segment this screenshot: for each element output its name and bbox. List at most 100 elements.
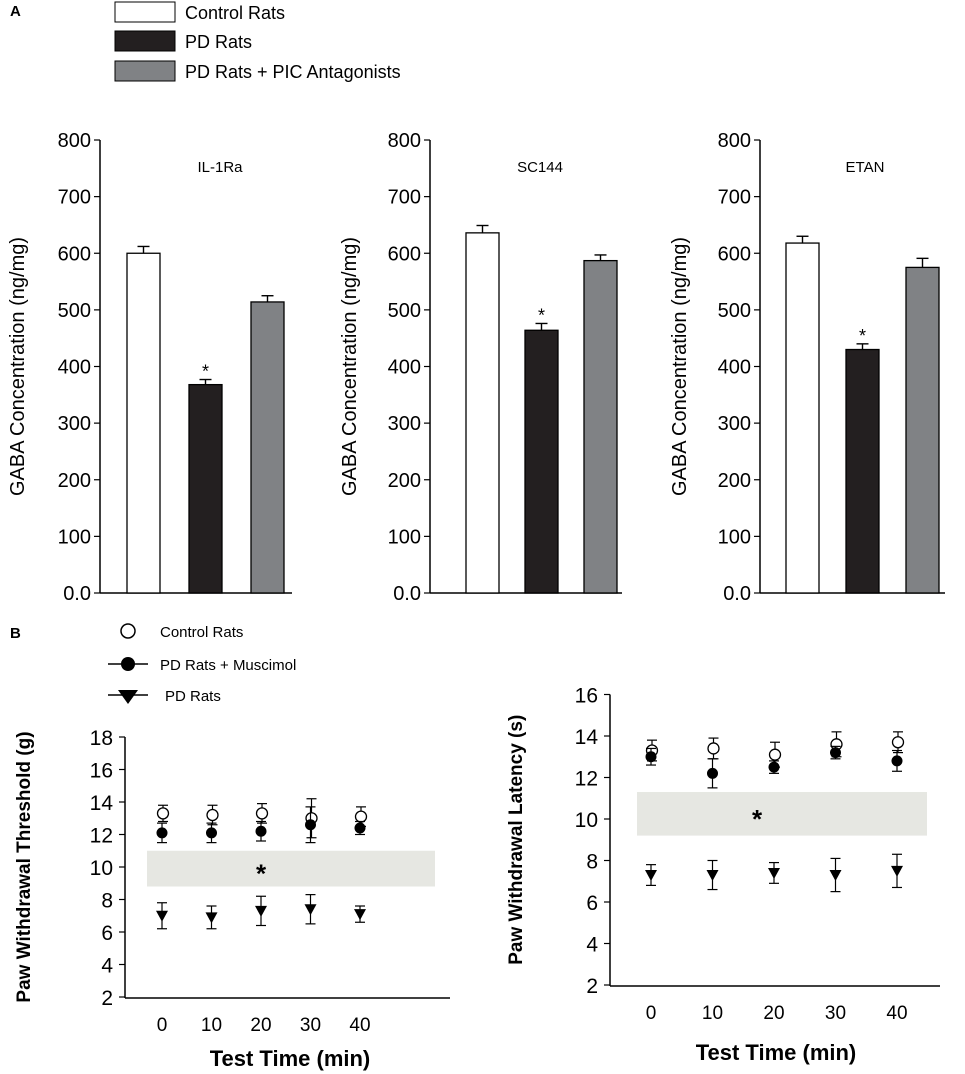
y-tick-label: 8 (101, 890, 113, 913)
chart-title: SC144 (517, 159, 563, 176)
y-tick-label: 500 (58, 300, 91, 322)
y-tick-label: 100 (718, 526, 751, 548)
y-tick-label: 800 (58, 130, 91, 152)
data-point-open-circle (768, 748, 782, 761)
data-point-filled-circle (830, 747, 841, 759)
legend-b-label-pd: PD Rats (165, 688, 221, 705)
bar (785, 242, 820, 594)
significance-band (147, 850, 435, 887)
legend-a: Control Rats PD Rats PD Rats + PIC Antag… (114, 1, 401, 82)
data-point-filled-circle (305, 819, 316, 831)
y-tick-label: 400 (718, 357, 751, 379)
y-axis-label: Paw Withdrawal Latency (s) (506, 715, 527, 965)
y-tick-label: 600 (388, 243, 421, 265)
y-tick-label: 700 (388, 187, 421, 209)
x-axis-label: Test Time (min) (210, 1046, 371, 1071)
legend-swatch-control (114, 1, 176, 23)
band-star: * (752, 804, 763, 834)
x-tick-label: 40 (349, 1015, 370, 1036)
data-point-triangle (156, 910, 168, 922)
y-tick-label: 200 (718, 470, 751, 492)
y-tick-label: 800 (718, 130, 751, 152)
data-point-triangle (829, 870, 842, 882)
y-tick-label: 14 (90, 792, 114, 815)
legend-label-pic: PD Rats + PIC Antagonists (185, 62, 401, 82)
bar-chart-2: 0.0 100 200 300 400 500 600 700 800 GABA Concentr… (669, 130, 945, 605)
significance-mark: * (202, 362, 209, 382)
data-point-triangle (304, 904, 317, 916)
y-axis-label: GABA Concentration (ng/mg) (669, 237, 691, 496)
y-tick-label: 500 (718, 300, 751, 322)
data-point-triangle (645, 870, 657, 882)
x-tick-label: 20 (763, 1003, 784, 1024)
y-tick-label: 18 (90, 727, 113, 750)
y-axis-label: GABA Concentration (ng/mg) (339, 237, 361, 496)
y-axis-label: Paw Withdrawal Threshold (g) (14, 731, 35, 1002)
data-point-filled-circle (768, 761, 780, 773)
chart-title: IL-1Ra (197, 159, 243, 176)
y-tick-label: 12 (90, 825, 113, 848)
data-point-triangle (255, 905, 267, 917)
bar-chart-1: 0.0 100 200 300 400 500 600 700 800 GABA Concentr… (339, 130, 622, 605)
y-tick-label: 16 (90, 760, 113, 783)
data-point-filled-circle (891, 755, 903, 767)
x-tick-label: 10 (702, 1003, 723, 1024)
y-tick-label: 10 (90, 857, 113, 880)
data-point-triangle (891, 865, 903, 877)
data-point-filled-circle (206, 827, 217, 839)
data-point-open-circle (156, 807, 170, 820)
data-point-filled-circle (354, 822, 366, 834)
y-tick-label: 500 (388, 300, 421, 322)
bar-chart-0: 0.0 100 200 300 400 500 600 700 800 GABA Concentr… (7, 130, 292, 605)
y-tick-label: 100 (58, 526, 91, 548)
y-tick-label: 300 (718, 413, 751, 435)
y-tick-label: 200 (388, 470, 421, 492)
legend-swatch-pic (114, 60, 176, 82)
x-tick-label: 20 (250, 1015, 271, 1036)
y-tick-label: 10 (575, 809, 598, 832)
band-star: * (256, 859, 267, 889)
bar (188, 383, 223, 594)
x-axis-label: Test Time (min) (696, 1040, 857, 1065)
y-tick-label: 6 (586, 892, 598, 915)
y-tick-label: 400 (58, 357, 91, 379)
panel-b-label: B (10, 625, 21, 642)
y-tick-label: 6 (101, 922, 113, 945)
y-tick-label: 0.0 (723, 583, 751, 605)
data-point-open-circle (255, 807, 269, 820)
scatter-chart-0: * 2 4 6 8 10 12 14 16 18 0 10 20 30 40 Paw Withdrawal T… (14, 727, 450, 1071)
bar (524, 329, 559, 594)
data-point-triangle (768, 867, 780, 879)
data-point-filled-circle (707, 767, 718, 779)
data-point-triangle (706, 870, 719, 882)
legend-label-pd: PD Rats (185, 32, 252, 52)
x-tick-label: 0 (646, 1003, 657, 1024)
y-tick-label: 2 (101, 987, 113, 1010)
bar (583, 259, 618, 594)
y-tick-label: 0.0 (63, 583, 91, 605)
data-point-filled-circle (156, 827, 168, 839)
bar (126, 252, 161, 594)
data-point-open-circle (354, 810, 368, 823)
legend-b-label-muscimol: PD Rats + Muscimol (160, 657, 296, 674)
y-tick-label: 16 (575, 685, 598, 708)
data-point-triangle (354, 909, 366, 921)
x-tick-label: 30 (825, 1003, 846, 1024)
significance-mark: * (538, 305, 545, 325)
x-tick-label: 0 (157, 1015, 168, 1036)
legend-marker-open-circle (120, 623, 136, 639)
y-tick-label: 200 (58, 470, 91, 492)
y-tick-label: 4 (586, 934, 598, 957)
x-tick-label: 30 (300, 1015, 321, 1036)
data-point-open-circle (707, 742, 720, 755)
bar (845, 348, 880, 594)
x-tick-label: 10 (201, 1015, 222, 1036)
legend-b: Control Rats PD Rats + Muscimol PD Rats (108, 623, 296, 705)
y-tick-label: 700 (718, 187, 751, 209)
y-tick-label: 700 (58, 187, 91, 209)
data-point-filled-circle (645, 751, 657, 763)
y-tick-label: 12 (575, 768, 598, 791)
significance-mark: * (859, 326, 866, 346)
data-point-filled-circle (255, 825, 267, 837)
